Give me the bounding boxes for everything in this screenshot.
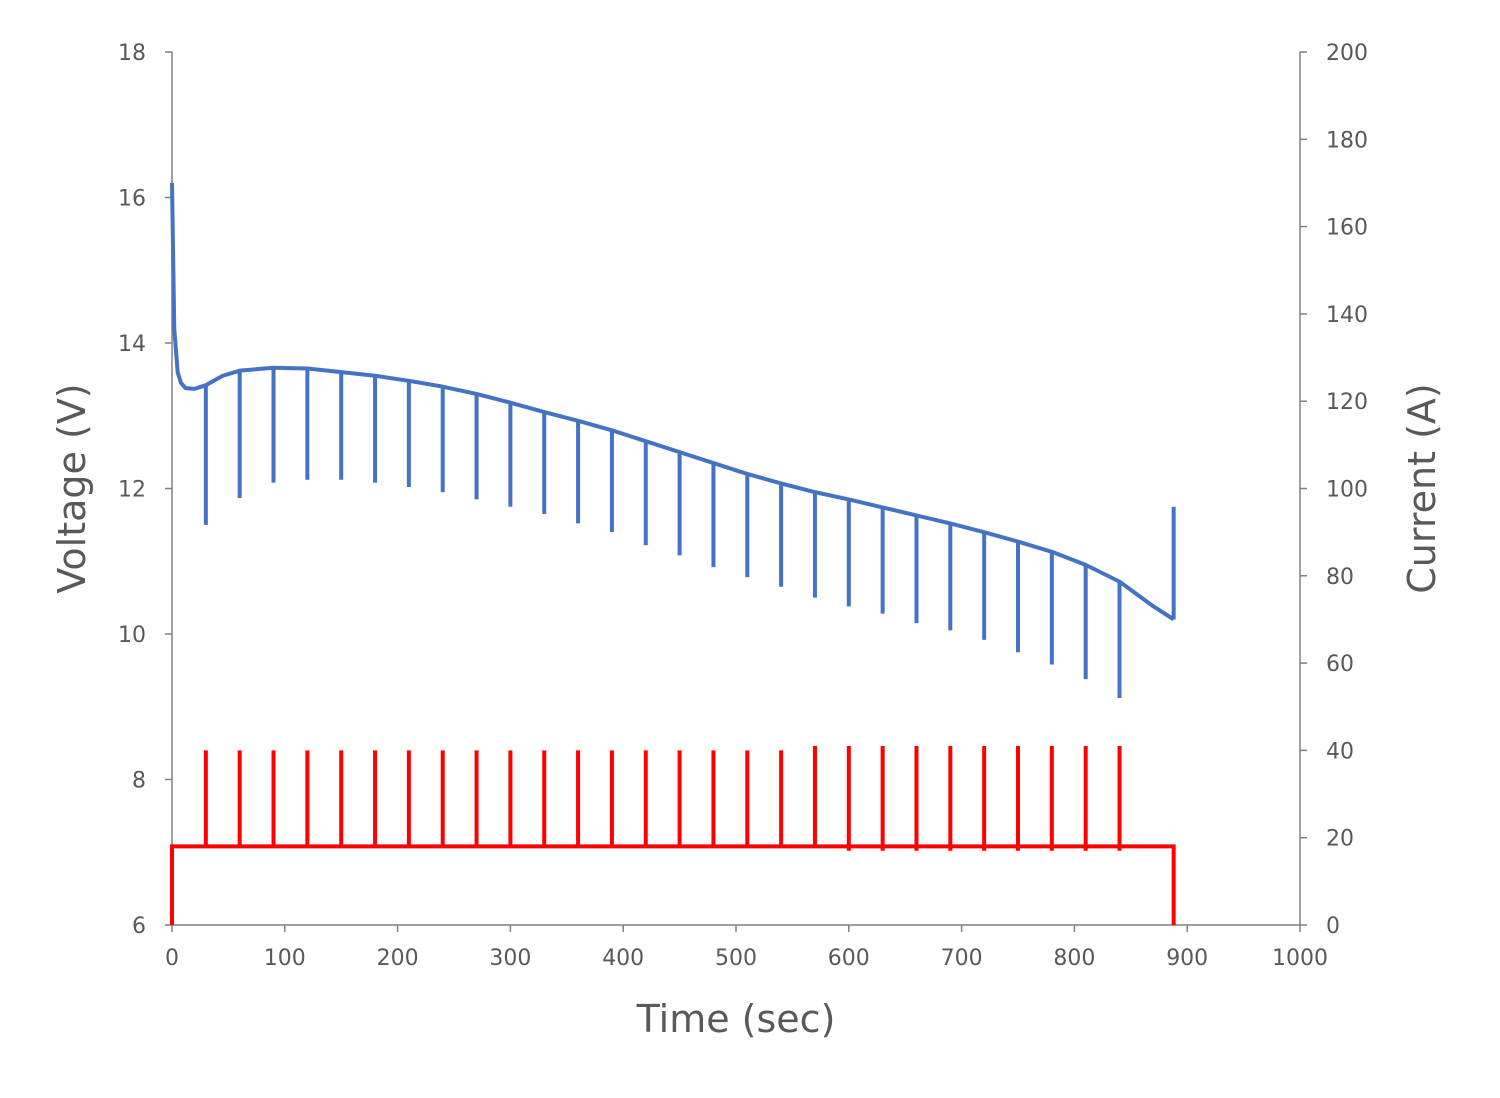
y-tick-label: 18: [118, 41, 146, 66]
y-tick-label: 10: [118, 623, 146, 648]
x-tick-label: 500: [715, 946, 757, 971]
y2-tick-label: 180: [1326, 128, 1368, 153]
y2-tick-label: 0: [1326, 914, 1340, 939]
voltage-line: [170, 182, 1175, 622]
x-tick-label: 300: [489, 946, 531, 971]
x-axis-title: Time (sec): [636, 997, 836, 1041]
y2-tick-label: 20: [1326, 827, 1354, 852]
y2-tick-label: 160: [1326, 216, 1368, 241]
current-line: [170, 844, 1176, 925]
series: [170, 182, 1176, 925]
x-tick-label: 100: [264, 946, 306, 971]
axes: [165, 51, 1307, 932]
y2-tick-label: 120: [1326, 390, 1368, 415]
y-tick-label: 16: [118, 187, 146, 212]
x-tick-label: 900: [1166, 946, 1208, 971]
x-tick-label: 0: [165, 946, 179, 971]
x-tick-label: 200: [377, 946, 419, 971]
y-tick-label: 6: [132, 914, 146, 939]
y2-tick-label: 40: [1326, 739, 1354, 764]
y-tick-label: 12: [118, 478, 146, 503]
y-axis-right-title: Current (A): [1400, 383, 1444, 593]
y-tick-label: 8: [132, 769, 146, 794]
y2-tick-label: 80: [1326, 565, 1354, 590]
x-tick-label: 700: [941, 946, 983, 971]
y2-tick-label: 200: [1326, 41, 1368, 66]
y-axis-left-title: Voltage (V): [50, 383, 94, 593]
y2-tick-label: 60: [1326, 652, 1354, 677]
tick-labels: 0 100 200 300 400 500 600 700 800 900 100068101214…: [118, 41, 1368, 971]
y2-tick-label: 100: [1326, 478, 1368, 503]
y-tick-label: 14: [118, 332, 146, 357]
x-tick-label: 1000: [1272, 946, 1328, 971]
x-tick-label: 600: [828, 946, 870, 971]
x-tick-label: 400: [602, 946, 644, 971]
y2-tick-label: 140: [1326, 303, 1368, 328]
x-tick-label: 800: [1053, 946, 1095, 971]
